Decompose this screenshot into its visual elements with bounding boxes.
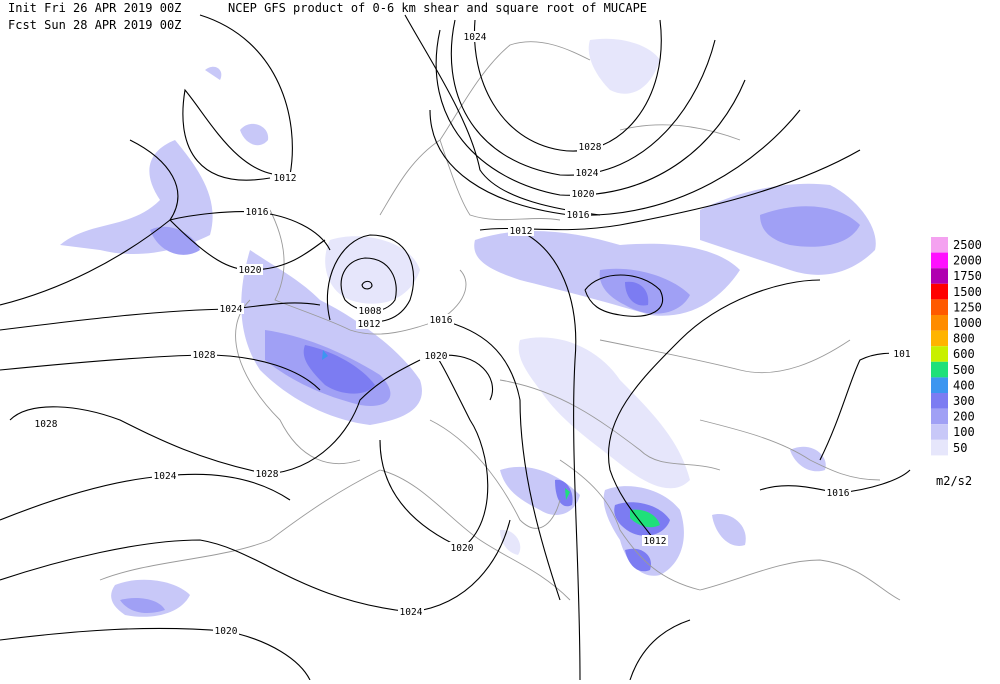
isobar-label: 101 — [893, 349, 910, 360]
isobar-label: 1008 — [359, 306, 382, 317]
isobar-label: 1028 — [256, 469, 279, 480]
isobar-label-bg — [508, 225, 534, 236]
isobar-label-bg — [825, 487, 851, 498]
legend-label: 400 — [953, 378, 975, 392]
legend-swatch — [931, 237, 948, 253]
legend-label: 1250 — [953, 300, 982, 314]
isobar-label: 1024 — [400, 607, 423, 618]
legend-swatch — [931, 361, 948, 378]
legend-swatch — [931, 377, 948, 393]
isobar-label-bg — [423, 350, 449, 361]
isobar-label-bg — [462, 31, 488, 42]
isobar-label-bg — [428, 314, 454, 325]
legend-label: 800 — [953, 332, 975, 346]
isobar-label: 1020 — [572, 189, 595, 200]
isobar-label: 1020 — [425, 351, 448, 362]
isobar-label-bg — [254, 468, 280, 479]
isobar-label: 1024 — [220, 304, 243, 315]
legend-label: 300 — [953, 394, 975, 408]
product-title: NCEP GFS product of 0-6 km shear and squ… — [228, 1, 647, 15]
legend-swatch — [931, 283, 948, 300]
legend-swatch — [931, 408, 948, 425]
init-label: Init Fri 26 APR 2019 00Z — [8, 1, 181, 15]
isobar-label-bg — [237, 264, 263, 275]
isobar-label-bg — [356, 318, 382, 329]
isobar-label: 1016 — [246, 207, 269, 218]
isobar-label: 1012 — [274, 173, 297, 184]
legend-swatch — [931, 439, 948, 456]
isobar-label: 1024 — [576, 168, 599, 179]
isobar-label-bg — [33, 418, 59, 429]
legend-label: 500 — [953, 363, 975, 377]
isobar-label: 1024 — [464, 32, 487, 43]
legend-label: 200 — [953, 410, 975, 424]
legend-label: 1500 — [953, 285, 982, 299]
isobar-label-bg — [357, 305, 383, 316]
forecast-label: Fcst Sun 28 APR 2019 00Z — [8, 18, 181, 32]
isobar-label-bg — [449, 542, 475, 553]
legend-swatch — [931, 268, 948, 284]
legend-label: 2500 — [953, 238, 982, 252]
legend-swatch — [931, 424, 948, 440]
isobar-labels: 1024 1028 1024 1020 1016 1012 1012 1016 1020 1024… — [33, 31, 915, 637]
isobar-label: 1016 — [567, 210, 590, 221]
isobar-label-bg — [577, 141, 603, 152]
isobar-label-bg — [152, 470, 178, 481]
legend-swatch — [931, 330, 948, 347]
isobar-label-bg — [218, 303, 244, 314]
isobar-label-bg — [642, 535, 668, 546]
legend-swatch — [931, 346, 948, 362]
isobar-label-bg — [398, 606, 424, 617]
isobar-label: 1028 — [193, 350, 216, 361]
legend-label: 1000 — [953, 316, 982, 330]
isobar-label: 1020 — [239, 265, 262, 276]
isobar-label-bg — [272, 172, 298, 183]
legend-label: 2000 — [953, 254, 982, 268]
isobar-label-bg — [574, 167, 600, 178]
isobar-label: 1012 — [510, 226, 533, 237]
legend-unit: m2/s2 — [936, 474, 972, 488]
isobar-label: 1020 — [215, 626, 238, 637]
legend-swatch — [931, 252, 948, 269]
isobar-label: 1012 — [644, 536, 667, 547]
isobar-label: 1016 — [827, 488, 850, 499]
legend-label: 1750 — [953, 269, 982, 283]
isobar-label-bg — [213, 625, 239, 636]
isobar-label: 1028 — [35, 419, 58, 430]
isobar-label-bg — [565, 209, 591, 220]
legend-label: 50 — [953, 441, 967, 455]
isobar-label-bg — [889, 348, 915, 359]
isobar-label: 1012 — [358, 319, 381, 330]
isobar-label: 1020 — [451, 543, 474, 554]
legend-label: 100 — [953, 425, 975, 439]
isobar-label: 1024 — [154, 471, 177, 482]
legend-swatch — [931, 299, 948, 315]
isobar-label-bg — [570, 188, 596, 199]
legend-swatch — [931, 393, 948, 409]
legend-swatch — [931, 315, 948, 331]
isobar-label-bg — [244, 206, 270, 217]
isobar-label: 1028 — [579, 142, 602, 153]
isobar-label: 1016 — [430, 315, 453, 326]
isobar-label-bg — [191, 349, 217, 360]
legend-label: 600 — [953, 347, 975, 361]
